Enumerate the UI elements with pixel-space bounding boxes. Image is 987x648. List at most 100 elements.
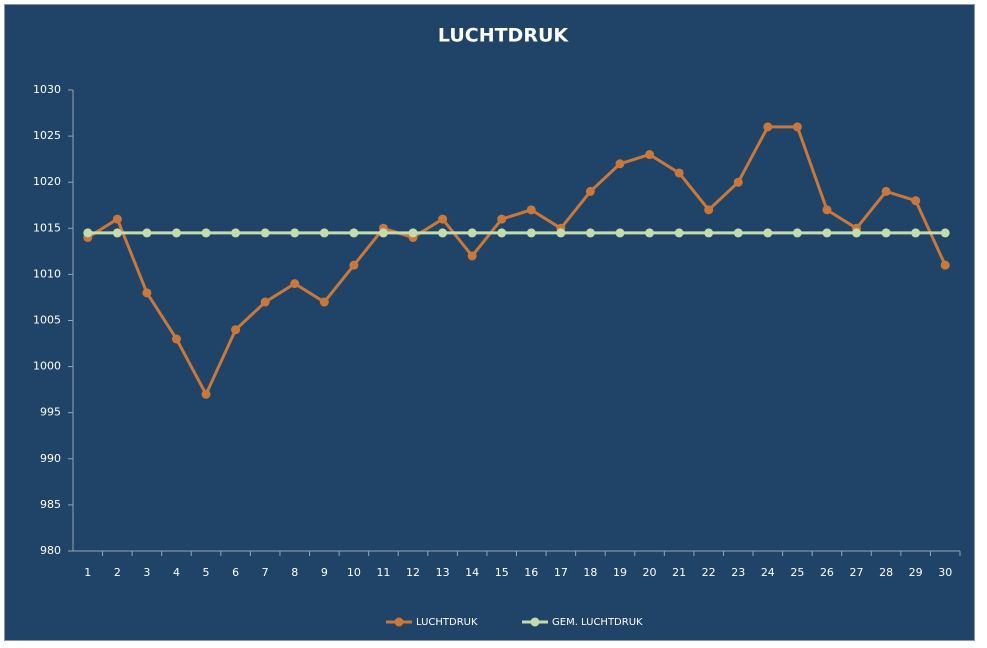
data-point bbox=[408, 228, 418, 238]
data-point bbox=[112, 228, 122, 238]
y-tick-label: 995 bbox=[40, 406, 61, 419]
data-point bbox=[822, 228, 832, 238]
data-point bbox=[260, 228, 270, 238]
x-tick-label: 19 bbox=[613, 566, 627, 579]
data-point bbox=[674, 228, 684, 238]
data-point bbox=[112, 214, 122, 224]
data-point bbox=[911, 196, 921, 206]
x-tick-label: 12 bbox=[406, 566, 420, 579]
x-tick-label: 29 bbox=[909, 566, 923, 579]
data-point bbox=[526, 205, 536, 215]
data-point bbox=[763, 122, 773, 132]
y-tick-label: 990 bbox=[40, 452, 61, 465]
chart-title: LUCHTDRUK bbox=[438, 25, 569, 47]
x-tick-label: 10 bbox=[347, 566, 361, 579]
x-tick-label: 2 bbox=[114, 566, 121, 579]
x-tick-label: 7 bbox=[262, 566, 269, 579]
data-point bbox=[467, 228, 477, 238]
y-tick-label: 1020 bbox=[33, 175, 61, 188]
x-tick-label: 25 bbox=[790, 566, 804, 579]
x-tick-label: 28 bbox=[879, 566, 893, 579]
x-tick-label: 22 bbox=[702, 566, 716, 579]
data-point bbox=[881, 228, 891, 238]
data-point bbox=[378, 228, 388, 238]
data-point bbox=[704, 228, 714, 238]
data-point bbox=[231, 228, 241, 238]
x-tick-label: 16 bbox=[524, 566, 538, 579]
data-point bbox=[201, 389, 211, 399]
data-point bbox=[171, 228, 181, 238]
y-tick-label: 1015 bbox=[33, 221, 61, 234]
data-point bbox=[497, 228, 507, 238]
legend-marker bbox=[394, 617, 404, 627]
data-point bbox=[792, 122, 802, 132]
data-point bbox=[940, 260, 950, 270]
x-tick-label: 18 bbox=[583, 566, 597, 579]
data-point bbox=[171, 334, 181, 344]
data-point bbox=[733, 228, 743, 238]
legend-label: LUCHTDRUK bbox=[416, 617, 478, 628]
data-point bbox=[881, 186, 891, 196]
data-point bbox=[438, 228, 448, 238]
data-point bbox=[556, 228, 566, 238]
x-tick-label: 9 bbox=[321, 566, 328, 579]
data-point bbox=[940, 228, 950, 238]
data-point bbox=[319, 228, 329, 238]
data-point bbox=[852, 228, 862, 238]
data-point bbox=[349, 228, 359, 238]
x-tick-label: 21 bbox=[672, 566, 686, 579]
x-tick-label: 8 bbox=[291, 566, 298, 579]
x-tick-label: 23 bbox=[731, 566, 745, 579]
data-point bbox=[792, 228, 802, 238]
data-point bbox=[822, 205, 832, 215]
x-tick-label: 27 bbox=[850, 566, 864, 579]
x-tick-label: 14 bbox=[465, 566, 479, 579]
x-tick-label: 1 bbox=[84, 566, 91, 579]
x-tick-label: 26 bbox=[820, 566, 834, 579]
x-tick-label: 30 bbox=[938, 566, 952, 579]
legend-marker bbox=[530, 617, 540, 627]
x-tick-label: 5 bbox=[203, 566, 210, 579]
data-point bbox=[201, 228, 211, 238]
x-tick-label: 6 bbox=[232, 566, 239, 579]
x-tick-label: 4 bbox=[173, 566, 180, 579]
data-point bbox=[911, 228, 921, 238]
data-point bbox=[290, 228, 300, 238]
x-tick-label: 24 bbox=[761, 566, 775, 579]
data-point bbox=[704, 205, 714, 215]
y-tick-label: 1030 bbox=[33, 83, 61, 96]
data-point bbox=[497, 214, 507, 224]
y-tick-label: 1000 bbox=[33, 360, 61, 373]
data-point bbox=[260, 297, 270, 307]
data-point bbox=[615, 159, 625, 169]
x-tick-label: 15 bbox=[495, 566, 509, 579]
y-tick-label: 980 bbox=[40, 544, 61, 557]
x-tick-label: 13 bbox=[436, 566, 450, 579]
chart-area bbox=[4, 4, 975, 641]
data-point bbox=[645, 228, 655, 238]
legend-label: GEM. LUCHTDRUK bbox=[552, 617, 643, 628]
data-point bbox=[290, 279, 300, 289]
data-point bbox=[438, 214, 448, 224]
data-point bbox=[733, 177, 743, 187]
data-point bbox=[231, 325, 241, 335]
data-point bbox=[349, 260, 359, 270]
y-tick-label: 1005 bbox=[33, 314, 61, 327]
x-tick-label: 3 bbox=[143, 566, 150, 579]
data-point bbox=[83, 228, 93, 238]
data-point bbox=[674, 168, 684, 178]
data-point bbox=[526, 228, 536, 238]
data-point bbox=[763, 228, 773, 238]
data-point bbox=[142, 228, 152, 238]
data-point bbox=[615, 228, 625, 238]
y-tick-label: 1010 bbox=[33, 267, 61, 280]
data-point bbox=[142, 288, 152, 298]
y-tick-label: 1025 bbox=[33, 129, 61, 142]
x-tick-label: 20 bbox=[643, 566, 657, 579]
data-point bbox=[645, 150, 655, 160]
series-line bbox=[86, 125, 947, 396]
x-tick-label: 11 bbox=[376, 566, 390, 579]
y-tick-label: 985 bbox=[40, 498, 61, 511]
